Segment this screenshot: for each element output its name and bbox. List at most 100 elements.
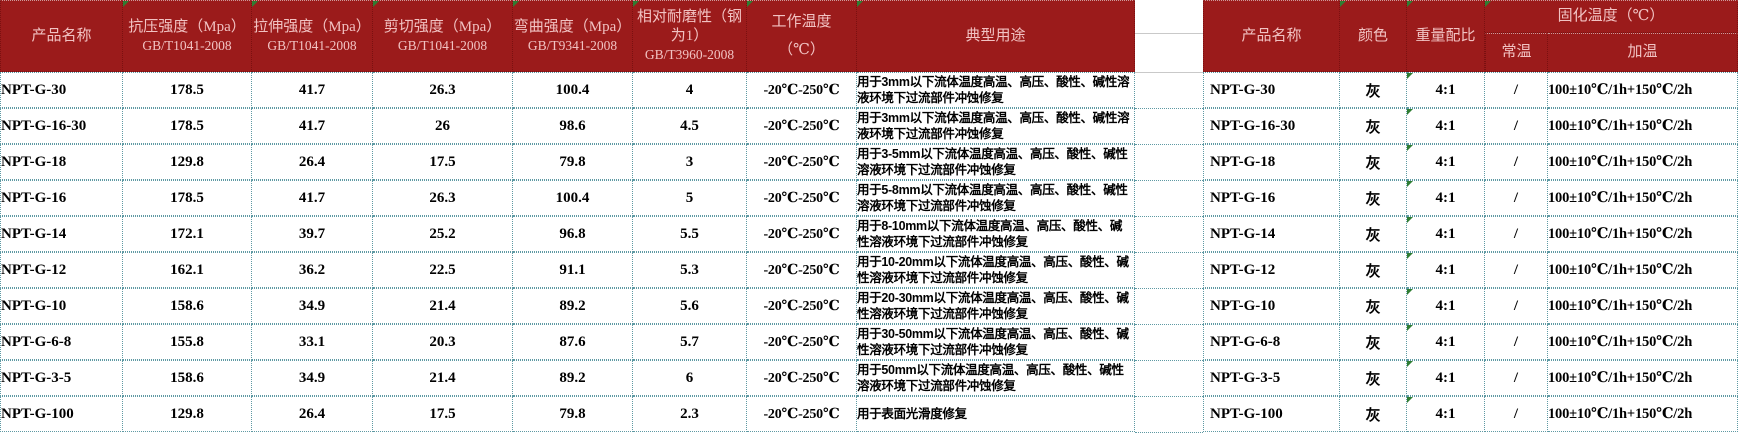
- cell-flexural-strength[interactable]: 100.4: [513, 72, 633, 108]
- cell-wear-resistance[interactable]: 5.3: [633, 252, 747, 288]
- cell-flexural-strength[interactable]: 87.6: [513, 324, 633, 360]
- cell-room-temperature[interactable]: /: [1485, 324, 1548, 360]
- cell-color[interactable]: 灰: [1340, 108, 1407, 144]
- cell-heated-curing[interactable]: 100±10℃/1h+150℃/2h: [1548, 360, 1738, 396]
- cell-tensile-strength[interactable]: 41.7: [252, 108, 373, 144]
- header-flexural-strength[interactable]: 弯曲强度（Mpa） GB/T9341-2008: [513, 0, 633, 72]
- cell-weight-ratio[interactable]: 4:1: [1407, 288, 1485, 324]
- cell-wear-resistance[interactable]: 5: [633, 180, 747, 216]
- cell-working-temperature[interactable]: -20℃-250℃: [747, 288, 857, 324]
- cell-product-name[interactable]: NPT-G-30: [0, 72, 123, 108]
- cell-tensile-strength[interactable]: 34.9: [252, 288, 373, 324]
- header-working-temperature[interactable]: 工作温度 （℃）: [747, 0, 857, 72]
- cell-color[interactable]: 灰: [1340, 324, 1407, 360]
- cell-typical-use[interactable]: 用于20-30mm以下流体温度高温、高压、酸性、碱性溶液环境下过流部件冲蚀修复: [857, 288, 1135, 324]
- cell-heated-curing[interactable]: 100±10℃/1h+150℃/2h: [1548, 252, 1738, 288]
- cell-tensile-strength[interactable]: 41.7: [252, 72, 373, 108]
- cell-product-name[interactable]: NPT-G-6-8: [0, 324, 123, 360]
- cell-room-temperature[interactable]: /: [1485, 108, 1548, 144]
- cell-product-name[interactable]: NPT-G-10: [0, 288, 123, 324]
- cell-weight-ratio[interactable]: 4:1: [1407, 396, 1485, 432]
- empty-cell[interactable]: [1135, 0, 1203, 34]
- cell-flexural-strength[interactable]: 91.1: [513, 252, 633, 288]
- empty-cell[interactable]: [1135, 325, 1203, 361]
- cell-product-name[interactable]: NPT-G-16: [0, 180, 123, 216]
- cell-wear-resistance[interactable]: 4.5: [633, 108, 747, 144]
- empty-cell[interactable]: [1135, 145, 1203, 181]
- header-typical-use[interactable]: 典型用途: [857, 0, 1135, 72]
- empty-cell[interactable]: [1135, 34, 1203, 73]
- empty-cell[interactable]: [1135, 397, 1203, 433]
- cell-product-name[interactable]: NPT-G-3-5: [0, 360, 123, 396]
- cell-compressive-strength[interactable]: 158.6: [123, 288, 252, 324]
- cell-compressive-strength[interactable]: 172.1: [123, 216, 252, 252]
- cell-room-temperature[interactable]: /: [1485, 396, 1548, 432]
- cell-typical-use[interactable]: 用于10-20mm以下流体温度高温、高压、酸性、碱性溶液环境下过流部件冲蚀修复: [857, 252, 1135, 288]
- cell-wear-resistance[interactable]: 6: [633, 360, 747, 396]
- header-tensile-strength[interactable]: 拉伸强度（Mpa） GB/T1041-2008: [252, 0, 373, 72]
- cell-room-temperature[interactable]: /: [1485, 252, 1548, 288]
- empty-cell[interactable]: [1135, 253, 1203, 289]
- cell-typical-use[interactable]: 用于50mm以下流体温度高温、高压、酸性、碱性溶液环境下过流部件冲蚀修复: [857, 360, 1135, 396]
- cell-tensile-strength[interactable]: 41.7: [252, 180, 373, 216]
- cell-compressive-strength[interactable]: 155.8: [123, 324, 252, 360]
- cell-typical-use[interactable]: 用于5-8mm以下流体温度高温、高压、酸性、碱性溶液环境下过流部件冲蚀修复: [857, 180, 1135, 216]
- cell-tensile-strength[interactable]: 33.1: [252, 324, 373, 360]
- header-heated[interactable]: 加温: [1548, 33, 1738, 72]
- cell-flexural-strength[interactable]: 98.6: [513, 108, 633, 144]
- cell-typical-use[interactable]: 用于8-10mm以下流体温度高温、高压、酸性、碱性溶液环境下过流部件冲蚀修复: [857, 216, 1135, 252]
- empty-cell[interactable]: [1135, 73, 1203, 109]
- cell-working-temperature[interactable]: -20℃-250℃: [747, 144, 857, 180]
- cell-tensile-strength[interactable]: 39.7: [252, 216, 373, 252]
- cell-room-temperature[interactable]: /: [1485, 216, 1548, 252]
- cell-working-temperature[interactable]: -20℃-250℃: [747, 360, 857, 396]
- cell-weight-ratio[interactable]: 4:1: [1407, 252, 1485, 288]
- empty-cell[interactable]: [1135, 289, 1203, 325]
- cell-flexural-strength[interactable]: 89.2: [513, 288, 633, 324]
- header-product-name[interactable]: 产品名称: [1203, 0, 1340, 72]
- cell-shear-strength[interactable]: 26.3: [373, 180, 513, 216]
- cell-typical-use[interactable]: 用于3mm以下流体温度高温、高压、酸性、碱性溶液环境下过流部件冲蚀修复: [857, 72, 1135, 108]
- cell-flexural-strength[interactable]: 79.8: [513, 144, 633, 180]
- cell-tensile-strength[interactable]: 34.9: [252, 360, 373, 396]
- header-product-name[interactable]: 产品名称: [0, 0, 123, 72]
- cell-color[interactable]: 灰: [1340, 288, 1407, 324]
- cell-tensile-strength[interactable]: 36.2: [252, 252, 373, 288]
- empty-cell[interactable]: [1135, 181, 1203, 217]
- cell-shear-strength[interactable]: 17.5: [373, 396, 513, 432]
- cell-product-name[interactable]: NPT-G-3-5: [1203, 360, 1340, 396]
- header-shear-strength[interactable]: 剪切强度（Mpa） GB/T1041-2008: [373, 0, 513, 72]
- cell-weight-ratio[interactable]: 4:1: [1407, 360, 1485, 396]
- cell-heated-curing[interactable]: 100±10℃/1h+150℃/2h: [1548, 216, 1738, 252]
- cell-compressive-strength[interactable]: 129.8: [123, 396, 252, 432]
- cell-heated-curing[interactable]: 100±10℃/1h+150℃/2h: [1548, 72, 1738, 108]
- cell-wear-resistance[interactable]: 5.5: [633, 216, 747, 252]
- cell-product-name[interactable]: NPT-G-16-30: [1203, 108, 1340, 144]
- cell-compressive-strength[interactable]: 178.5: [123, 180, 252, 216]
- cell-weight-ratio[interactable]: 4:1: [1407, 216, 1485, 252]
- cell-wear-resistance[interactable]: 3: [633, 144, 747, 180]
- cell-shear-strength[interactable]: 20.3: [373, 324, 513, 360]
- header-room-temperature[interactable]: 常温: [1485, 33, 1548, 72]
- cell-room-temperature[interactable]: /: [1485, 288, 1548, 324]
- cell-flexural-strength[interactable]: 100.4: [513, 180, 633, 216]
- cell-working-temperature[interactable]: -20℃-250℃: [747, 216, 857, 252]
- cell-flexural-strength[interactable]: 89.2: [513, 360, 633, 396]
- cell-weight-ratio[interactable]: 4:1: [1407, 144, 1485, 180]
- cell-working-temperature[interactable]: -20℃-250℃: [747, 180, 857, 216]
- cell-shear-strength[interactable]: 21.4: [373, 288, 513, 324]
- cell-color[interactable]: 灰: [1340, 144, 1407, 180]
- cell-product-name[interactable]: NPT-G-18: [0, 144, 123, 180]
- empty-cell[interactable]: [1135, 361, 1203, 397]
- cell-room-temperature[interactable]: /: [1485, 144, 1548, 180]
- cell-heated-curing[interactable]: 100±10℃/1h+150℃/2h: [1548, 108, 1738, 144]
- cell-flexural-strength[interactable]: 96.8: [513, 216, 633, 252]
- cell-typical-use[interactable]: 用于3mm以下流体温度高温、高压、酸性、碱性溶液环境下过流部件冲蚀修复: [857, 108, 1135, 144]
- cell-shear-strength[interactable]: 17.5: [373, 144, 513, 180]
- cell-product-name[interactable]: NPT-G-100: [1203, 396, 1340, 432]
- cell-compressive-strength[interactable]: 178.5: [123, 108, 252, 144]
- empty-cell[interactable]: [1135, 217, 1203, 253]
- cell-color[interactable]: 灰: [1340, 396, 1407, 432]
- cell-flexural-strength[interactable]: 79.8: [513, 396, 633, 432]
- cell-product-name[interactable]: NPT-G-18: [1203, 144, 1340, 180]
